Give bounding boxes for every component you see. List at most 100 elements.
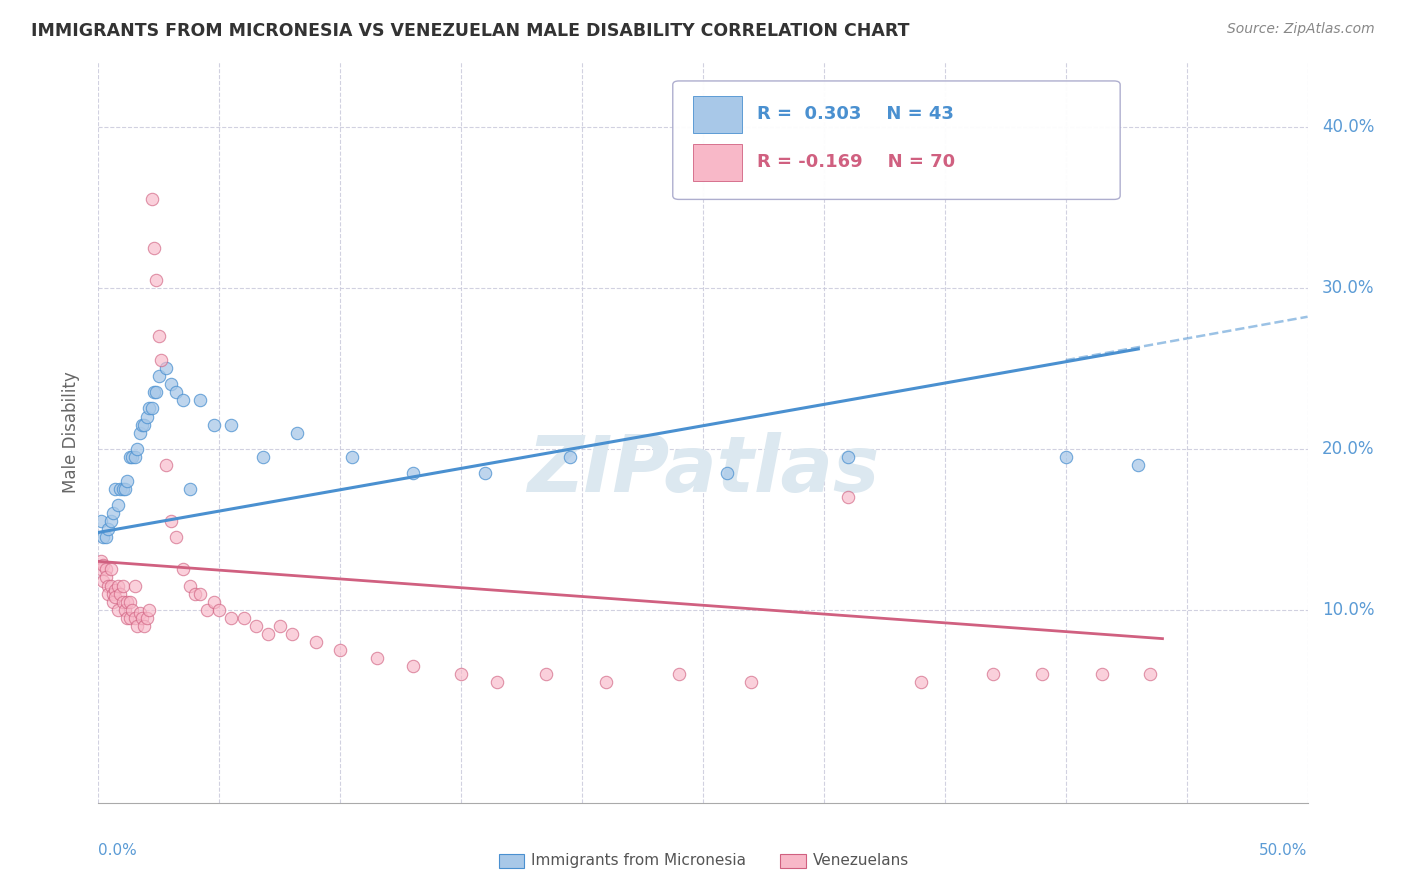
Point	[143, 240, 166, 255]
Point	[740, 675, 762, 690]
Point	[558, 450, 581, 464]
Point	[108, 586, 131, 600]
Point	[1031, 667, 1053, 681]
Text: 0.0%: 0.0%	[98, 843, 138, 858]
Point	[94, 530, 117, 544]
Point	[184, 586, 207, 600]
Point	[342, 450, 364, 464]
Y-axis label: Male Disability: Male Disability	[62, 372, 80, 493]
Point	[256, 627, 278, 641]
Point	[90, 562, 112, 576]
Point	[135, 610, 157, 624]
Point	[165, 530, 187, 544]
Point	[128, 606, 150, 620]
Point	[188, 393, 211, 408]
Point	[138, 602, 160, 616]
Point	[138, 401, 160, 416]
Point	[141, 401, 163, 416]
Point	[101, 506, 124, 520]
Point	[107, 498, 129, 512]
Text: 50.0%: 50.0%	[1260, 843, 1308, 858]
Point	[124, 450, 146, 464]
Text: 30.0%: 30.0%	[1322, 279, 1375, 297]
Point	[131, 417, 153, 432]
Text: Source: ZipAtlas.com: Source: ZipAtlas.com	[1227, 22, 1375, 37]
Point	[104, 482, 127, 496]
Point	[285, 425, 308, 440]
Point	[111, 594, 134, 608]
Point	[127, 442, 149, 456]
Point	[486, 675, 509, 690]
Point	[160, 514, 183, 528]
Point	[1128, 458, 1150, 472]
Point	[221, 417, 243, 432]
Point	[97, 578, 120, 592]
Point	[305, 635, 328, 649]
Point	[107, 578, 129, 592]
Point	[134, 417, 156, 432]
Point	[474, 466, 496, 480]
Point	[145, 273, 167, 287]
Point	[179, 482, 201, 496]
FancyBboxPatch shape	[672, 81, 1121, 200]
Point	[131, 610, 153, 624]
Point	[172, 562, 194, 576]
Point	[716, 466, 738, 480]
Bar	[693, 144, 742, 181]
Point	[837, 450, 859, 464]
Point	[402, 659, 425, 673]
Point	[252, 450, 274, 464]
Point	[117, 474, 139, 488]
Point	[837, 490, 859, 504]
Text: R = -0.169    N = 70: R = -0.169 N = 70	[758, 153, 956, 171]
Text: Venezuelans: Venezuelans	[813, 854, 908, 868]
Point	[100, 514, 122, 528]
Point	[402, 466, 425, 480]
Point	[981, 667, 1004, 681]
Point	[141, 192, 163, 206]
Point	[1054, 450, 1077, 464]
Bar	[693, 95, 742, 133]
Point	[94, 570, 117, 584]
Point	[366, 651, 388, 665]
Point	[148, 329, 170, 343]
Point	[111, 482, 134, 496]
Point	[107, 602, 129, 616]
Text: 40.0%: 40.0%	[1322, 118, 1375, 136]
Text: 20.0%: 20.0%	[1322, 440, 1375, 458]
Point	[150, 353, 173, 368]
Text: ZIPatlas: ZIPatlas	[527, 432, 879, 508]
Point	[155, 458, 177, 472]
Text: 10.0%: 10.0%	[1322, 600, 1375, 619]
Point	[281, 627, 304, 641]
Text: Immigrants from Micronesia: Immigrants from Micronesia	[531, 854, 747, 868]
Point	[121, 602, 143, 616]
Text: IMMIGRANTS FROM MICRONESIA VS VENEZUELAN MALE DISABILITY CORRELATION CHART: IMMIGRANTS FROM MICRONESIA VS VENEZUELAN…	[31, 22, 910, 40]
Point	[108, 482, 131, 496]
Point	[221, 610, 243, 624]
Point	[121, 450, 143, 464]
Point	[188, 586, 211, 600]
Point	[134, 619, 156, 633]
Point	[148, 369, 170, 384]
Point	[118, 594, 141, 608]
Point	[145, 385, 167, 400]
Point	[165, 385, 187, 400]
Point	[160, 377, 183, 392]
Point	[208, 602, 231, 616]
Point	[143, 385, 166, 400]
Point	[101, 586, 124, 600]
Point	[117, 594, 139, 608]
Point	[269, 619, 291, 633]
Point	[97, 522, 120, 536]
Point	[100, 562, 122, 576]
Point	[114, 482, 136, 496]
Point	[172, 393, 194, 408]
Point	[104, 590, 127, 604]
Point	[90, 554, 112, 568]
Point	[117, 610, 139, 624]
Point	[118, 450, 141, 464]
Point	[101, 594, 124, 608]
Point	[94, 562, 117, 576]
Point	[595, 675, 617, 690]
